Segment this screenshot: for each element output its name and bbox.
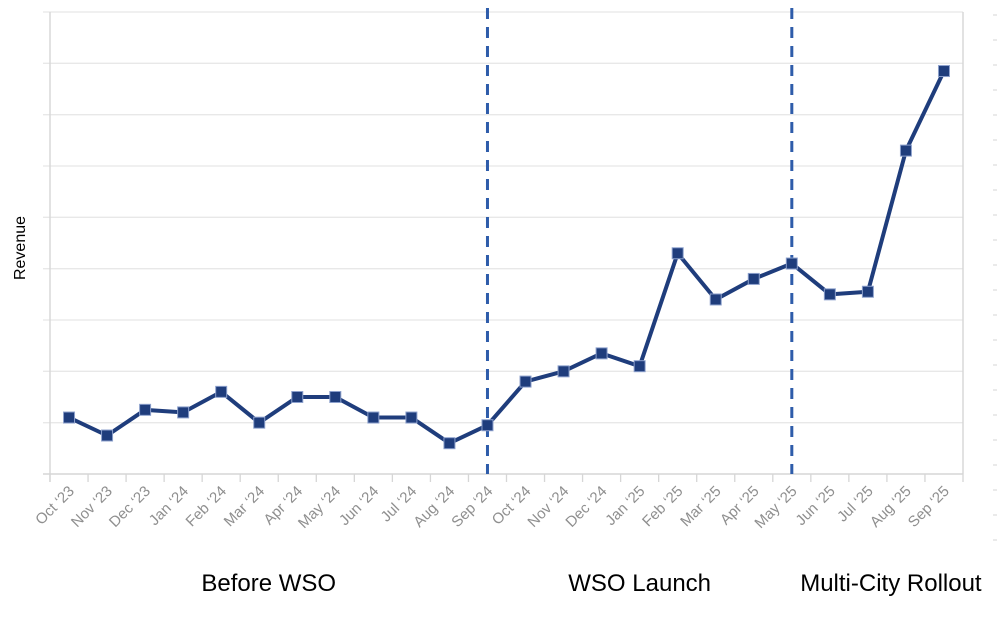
x-axis-label: Jun ‘24 [336,483,382,529]
y-axis-title: Revenue [12,215,29,281]
x-axis-label: May ‘25 [751,483,800,532]
x-axis-label: Dec ‘23 [106,483,154,531]
data-point-marker [63,411,76,424]
data-point-marker [215,385,228,398]
data-point-marker [481,419,494,432]
x-axis-label: Jun ‘25 [792,483,838,529]
x-axis-label: Jan ‘25 [602,483,648,529]
data-point-marker [519,375,532,388]
x-axis-label: Feb ‘24 [183,483,230,530]
data-point-marker [139,403,152,416]
x-axis-label: Feb ‘25 [639,483,686,530]
data-point-marker [633,360,646,373]
data-point-marker [595,347,608,360]
x-axis-label: Aug ‘24 [410,483,458,531]
data-point-marker [899,144,912,157]
data-point-marker [747,272,760,285]
data-point-marker [937,65,950,78]
x-axis-label: Mar ‘24 [221,483,268,530]
x-axis-label: Jan ‘24 [146,483,192,529]
x-axis-label: Dec ‘24 [562,483,610,531]
x-axis-label: Sep ‘25 [905,483,953,531]
data-point-marker [709,293,722,306]
data-point-marker [557,365,570,378]
data-point-marker [861,285,874,298]
x-axis-label: Sep ‘24 [448,483,496,531]
data-point-marker [253,416,266,429]
phase-label-before-wso: Before WSO [201,570,337,597]
data-point-marker [405,411,418,424]
x-axis-label: Nov ‘24 [524,483,572,531]
data-point-marker [291,391,304,403]
data-point-marker [101,429,114,442]
x-axis-label: May ‘24 [295,483,344,532]
x-axis-label: Mar ‘25 [677,483,724,530]
data-point-marker [823,288,836,301]
data-point-marker [367,411,380,424]
data-point-marker [785,257,798,270]
x-axis-label: Aug ‘25 [867,483,915,531]
data-point-marker [177,406,190,419]
data-point-marker [443,437,456,450]
x-axis-label: Nov ‘23 [68,483,116,531]
data-point-marker [329,391,342,403]
phase-label-multi-city-rollout: Multi-City Rollout [800,570,982,597]
phase-label-wso-launch: WSO Launch [568,570,712,597]
data-point-marker [671,247,684,260]
revenue-series-line [67,69,946,446]
